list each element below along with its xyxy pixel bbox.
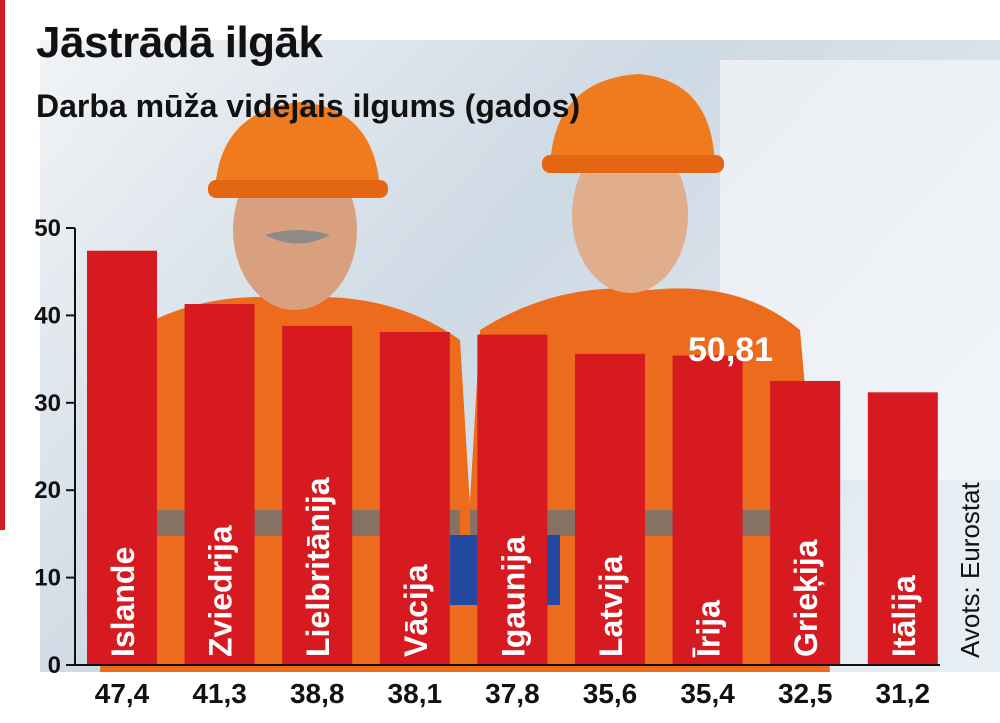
bar-category-label: Vācija: [398, 564, 434, 657]
bar-category-label: Igaunija: [495, 536, 531, 657]
chart-subtitle: Darba mūža vidējais ilgums (gados): [36, 88, 581, 124]
bar: [477, 334, 548, 665]
y-tick-label: 0: [48, 652, 61, 679]
y-tick-label: 40: [34, 302, 61, 329]
bar-value-label: 41,3: [192, 678, 247, 709]
bar-category-label: Lielbritānija: [300, 477, 336, 657]
bar: [87, 250, 157, 665]
bar: [867, 392, 938, 665]
y-tick-label: 30: [34, 390, 61, 417]
bar: [770, 380, 841, 665]
y-tick-label: 20: [34, 477, 61, 504]
bar-value-label: 38,1: [388, 678, 443, 709]
chart-title: Jāstrādā ilgāk: [36, 18, 323, 67]
bar-value-label: 38,8: [290, 678, 345, 709]
bar-value-label: 35,6: [583, 678, 638, 709]
bar-category-label: Zviedrija: [203, 525, 239, 657]
bar-category-label: Latvija: [593, 555, 629, 657]
bar-value-label: 31,2: [876, 678, 931, 709]
y-tick-label: 10: [34, 565, 61, 592]
bar-value-label: 47,4: [95, 678, 150, 709]
red-edge-accent: [0, 0, 5, 530]
bar-value-label: 35,4: [680, 678, 735, 709]
bar: [575, 353, 645, 665]
bar: [282, 325, 353, 665]
bar-category-label: Īrija: [691, 600, 727, 658]
bar: [184, 304, 255, 665]
bar-value-label: 32,5: [778, 678, 833, 709]
annotation-label: 50,81: [688, 331, 773, 369]
bar: [379, 332, 450, 665]
source-note: Avots: Eurostat: [955, 482, 985, 658]
bar-value-label: 37,8: [485, 678, 540, 709]
y-tick-label: 50: [34, 215, 61, 242]
bar-category-label: Grieķija: [788, 539, 824, 657]
bar-category-label: Islande: [105, 547, 141, 657]
bar: [672, 355, 743, 665]
bar-category-label: Itālija: [886, 575, 922, 657]
